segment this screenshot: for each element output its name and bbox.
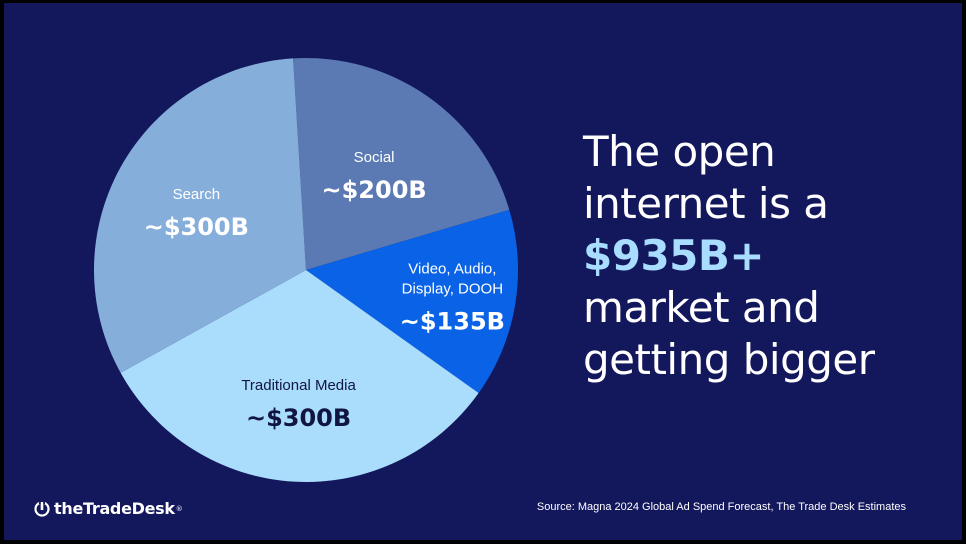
source-note: Source: Magna 2024 Global Ad Spend Forec…	[536, 501, 906, 513]
logo-icon	[34, 500, 50, 517]
slice-label: Display, DOOH	[402, 280, 503, 297]
slide: Social ~$200B Video, Audio, Display, DOOH ~$…	[4, 3, 962, 540]
slice-label: Social	[354, 149, 395, 166]
pie-slice-traditional-media	[120, 270, 479, 483]
trade-desk-logo: theTradeDesk ®	[34, 499, 183, 518]
slice-label: Video, Audio,	[408, 260, 496, 277]
pie-slice-social	[293, 58, 510, 271]
headline-line-1: The open	[583, 127, 776, 176]
pie-slice-search	[94, 58, 307, 373]
logo-trademark: ®	[175, 504, 183, 513]
headline-line-5: getting bigger	[583, 335, 875, 384]
headline-highlight: $935B+	[583, 231, 765, 280]
slice-value-label: ~$300B	[144, 213, 249, 241]
slice-value-label: ~$200B	[321, 176, 426, 204]
pie-chart: Social ~$200B Video, Audio, Display, DOOH ~$…	[94, 58, 518, 483]
slice-label: Traditional Media	[241, 377, 356, 394]
headline-line-2: internet is a	[583, 179, 829, 228]
headline-line-4: market and	[583, 283, 820, 332]
logo-text: theTradeDesk	[54, 499, 175, 518]
slice-value-label: ~$135B	[400, 307, 505, 335]
headline: The open internet is a $935B+ market and…	[583, 126, 953, 386]
pie-slice-video-audio-display-dooh	[306, 209, 518, 394]
slice-value-label: ~$300B	[246, 404, 351, 432]
slice-label: Search	[173, 186, 221, 203]
